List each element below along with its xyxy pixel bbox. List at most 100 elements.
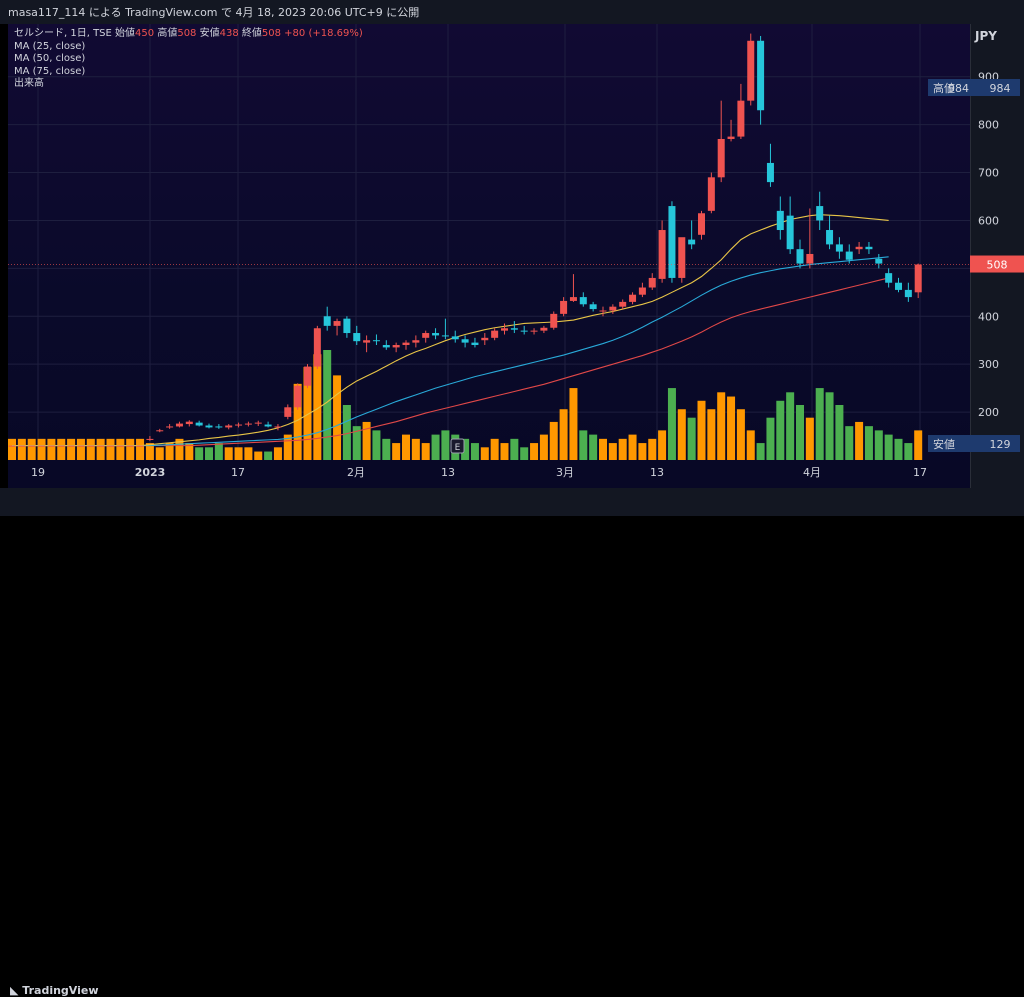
ma75-line bbox=[12, 277, 889, 447]
currency-label: JPY bbox=[974, 29, 997, 43]
candle-body bbox=[195, 422, 203, 426]
volume-bar bbox=[145, 443, 154, 460]
candle-body bbox=[609, 306, 617, 311]
candle-body bbox=[510, 328, 518, 330]
low-badge-value: 129 bbox=[990, 438, 1011, 451]
candle-body bbox=[441, 335, 449, 337]
candle-body bbox=[757, 40, 765, 111]
volume-bar bbox=[845, 426, 854, 460]
candle-body bbox=[520, 330, 528, 332]
candle-body bbox=[835, 244, 843, 252]
earnings-event-marker bbox=[450, 438, 465, 454]
volume-bar bbox=[333, 375, 342, 460]
candle-body bbox=[579, 297, 587, 305]
candle-body bbox=[284, 407, 292, 417]
candle-body bbox=[619, 301, 627, 307]
candle-body bbox=[28, 445, 36, 447]
volume-bar bbox=[530, 443, 539, 460]
volume-bar bbox=[549, 421, 558, 460]
volume-bar bbox=[352, 426, 361, 460]
volume-bar bbox=[126, 438, 135, 460]
high-badge-label: 高値 bbox=[933, 81, 955, 95]
candle-body bbox=[560, 300, 568, 314]
volume-bar bbox=[76, 438, 85, 460]
legend-ma25[interactable]: MA (25, close) bbox=[14, 40, 86, 52]
candle-body bbox=[569, 297, 577, 301]
volume-bar bbox=[766, 417, 775, 460]
candle-body bbox=[766, 162, 774, 183]
volume-bar bbox=[264, 451, 273, 460]
volume-bar bbox=[697, 400, 706, 460]
volume-bar bbox=[411, 438, 420, 460]
legend-ohlc: セルシード, 1日, TSE 始値450 高値508 安値438 終値508 +… bbox=[14, 28, 363, 41]
volume-bar bbox=[756, 443, 765, 460]
legend-close-label: 終値 bbox=[241, 28, 262, 39]
legend-ma50[interactable]: MA (50, close) bbox=[14, 53, 86, 64]
last-price-badge bbox=[970, 255, 1024, 273]
candle-body bbox=[826, 230, 834, 245]
volume-bar bbox=[520, 447, 529, 460]
candle-body bbox=[175, 423, 183, 427]
candle-body bbox=[540, 327, 548, 331]
volume-bar bbox=[431, 434, 440, 460]
candle-body bbox=[461, 339, 469, 343]
volume-bar bbox=[677, 409, 686, 460]
candle-body bbox=[737, 100, 745, 137]
volume-bar bbox=[323, 350, 332, 460]
candle-body bbox=[205, 425, 213, 428]
volume-bar bbox=[786, 392, 795, 460]
legend-volume[interactable]: 出来高 bbox=[14, 78, 44, 89]
x-tick-label: 13 bbox=[441, 466, 455, 479]
volume-bar bbox=[165, 443, 174, 460]
candle-body bbox=[294, 385, 302, 408]
volume-bar bbox=[559, 409, 568, 460]
candle-body bbox=[47, 445, 55, 447]
candle-body bbox=[18, 445, 26, 447]
candle-body bbox=[422, 333, 430, 338]
candlestick-chart[interactable]: 200300400500600700800900JPY192023172月133… bbox=[0, 0, 1024, 516]
y-tick-label: 700 bbox=[978, 167, 999, 180]
volume-bar bbox=[313, 354, 322, 460]
candle-body bbox=[904, 289, 912, 298]
volume-bar bbox=[510, 438, 519, 460]
candle-body bbox=[363, 340, 371, 343]
candle-body bbox=[323, 316, 331, 326]
candle-body bbox=[747, 40, 755, 101]
legend-high: 508 bbox=[177, 28, 197, 39]
legend-ma75[interactable]: MA (75, close) bbox=[14, 65, 86, 77]
volume-bar bbox=[362, 421, 371, 460]
volume-bar bbox=[47, 438, 56, 460]
volume-bar bbox=[618, 438, 627, 460]
x-tick-label: 4月 bbox=[803, 466, 821, 479]
y-tick-label: 600 bbox=[978, 214, 999, 227]
candle-body bbox=[875, 258, 883, 264]
volume-bar bbox=[27, 438, 36, 460]
x-tick-label: 3月 bbox=[556, 466, 574, 479]
x-tick-label: 13 bbox=[650, 466, 664, 479]
candle-body bbox=[235, 424, 243, 426]
candle-body bbox=[865, 246, 873, 250]
volume-bar bbox=[776, 400, 785, 460]
volume-bar bbox=[874, 430, 883, 460]
volume-bar bbox=[894, 438, 903, 460]
candle-body bbox=[432, 333, 440, 336]
volume-bar bbox=[796, 405, 804, 460]
candle-body bbox=[698, 213, 705, 235]
tradingview-logo[interactable]: ◣ TradingView bbox=[10, 984, 99, 997]
volume-bar bbox=[96, 438, 105, 460]
volume-bar bbox=[589, 434, 598, 460]
volume-bar bbox=[372, 430, 381, 460]
candle-body bbox=[77, 445, 85, 447]
legend-open: 450 bbox=[135, 28, 155, 39]
candle-body bbox=[8, 445, 16, 447]
volume-bar bbox=[746, 430, 755, 460]
chart-legend: セルシード, 1日, TSE 始値450 高値508 安値438 終値508 +… bbox=[14, 28, 363, 91]
volume-bar bbox=[461, 438, 470, 460]
footer-bar: ◣ TradingView bbox=[0, 488, 1024, 997]
candle-body bbox=[717, 138, 725, 178]
volume-bar bbox=[638, 443, 647, 460]
volume-bar bbox=[254, 451, 263, 460]
candle-body bbox=[727, 136, 735, 139]
x-tick-label: 19 bbox=[31, 466, 45, 479]
legend-open-label: 始値 bbox=[115, 28, 136, 39]
